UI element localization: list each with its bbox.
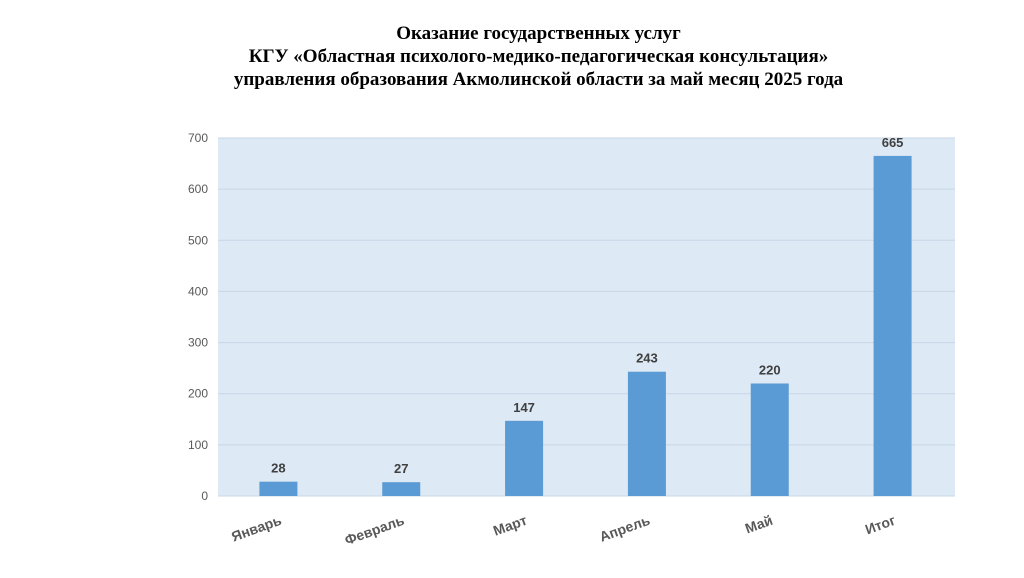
y-tick-label: 500	[188, 233, 208, 247]
x-category-label: Январь	[229, 512, 284, 545]
data-label: 27	[394, 461, 408, 476]
bar	[627, 371, 666, 496]
plot-area	[218, 138, 955, 496]
bar	[259, 481, 298, 496]
title-line-1: Оказание государственных услуг	[396, 23, 681, 44]
x-category-label: Февраль	[342, 512, 406, 548]
y-tick-label: 600	[188, 182, 208, 196]
x-category-label: Итог	[863, 512, 898, 538]
chart-title: Оказание государственных услуг КГУ «Обла…	[0, 22, 1024, 91]
bars	[259, 155, 912, 496]
bar	[382, 482, 421, 496]
bar	[873, 155, 912, 496]
title-line-2: КГУ «Областная психолого-медико-педагоги…	[248, 46, 829, 67]
data-label: 147	[513, 400, 535, 415]
x-category-label: Апрель	[597, 512, 652, 545]
y-tick-label: 100	[188, 438, 208, 452]
y-tick-label: 700	[188, 131, 208, 145]
data-label: 28	[271, 461, 285, 476]
data-label: 243	[636, 351, 658, 366]
data-label: 665	[882, 135, 904, 150]
data-label: 220	[759, 362, 781, 377]
x-category-label: Май	[743, 512, 775, 537]
x-axis-categories: Январь Февраль Март Апрель Май Итог	[229, 512, 898, 548]
gridlines	[218, 137, 955, 497]
title-line-3: управления образования Акмолинской облас…	[233, 69, 844, 90]
y-tick-label: 300	[188, 336, 208, 350]
data-labels: 28 27 147 243 220 665	[271, 135, 903, 476]
y-tick-label: 200	[188, 387, 208, 401]
bar	[505, 420, 544, 496]
x-category-label: Март	[491, 512, 529, 539]
y-tick-label: 400	[188, 284, 208, 298]
y-axis-ticks: 0 100 200 300 400 500 600 700	[188, 131, 208, 503]
bar	[750, 383, 789, 496]
y-tick-label: 0	[201, 489, 208, 503]
